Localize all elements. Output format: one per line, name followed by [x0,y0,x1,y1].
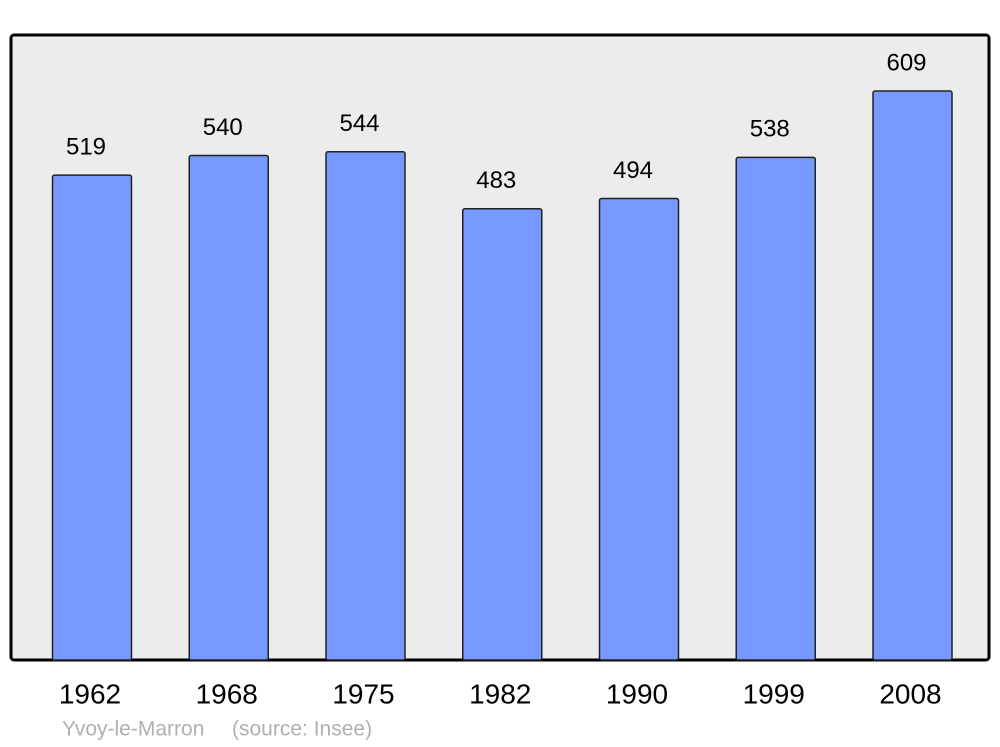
chart-title: Yvoy-le-Marron [62,718,204,741]
value-label: 538 [750,116,790,143]
bar [872,90,953,661]
source: (source: Insee) [232,718,372,741]
value-label: 540 [203,114,243,141]
value-label: 544 [339,110,379,137]
value-label: 483 [476,167,516,194]
x-tick-label: 2008 [879,678,941,709]
value-label: 494 [613,157,653,184]
value-label: 609 [886,49,926,76]
bar [188,154,269,661]
x-tick-label: 1975 [332,678,394,709]
bar [735,156,816,661]
value-label: 519 [66,133,106,160]
x-tick-label: 1982 [469,678,531,709]
x-tick-label: 1962 [59,678,121,709]
x-tick-label: 1999 [743,678,805,709]
x-tick-label: 1990 [606,678,668,709]
bar [462,207,543,661]
bar [51,174,133,661]
x-tick-label: 1968 [196,678,258,709]
bar [325,150,406,661]
bar [598,197,680,661]
